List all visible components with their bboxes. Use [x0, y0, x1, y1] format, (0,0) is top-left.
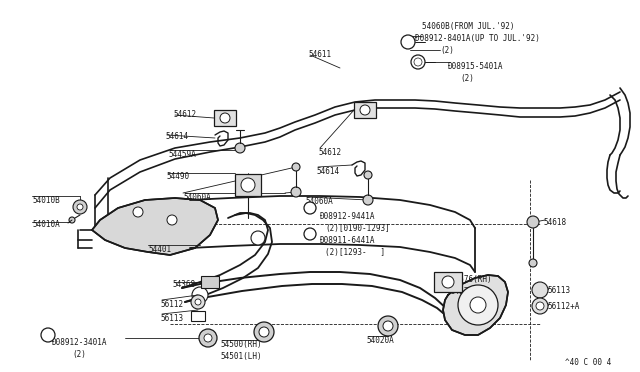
Text: 56113: 56113: [160, 314, 183, 323]
Text: 54010B: 54010B: [32, 196, 60, 205]
Circle shape: [470, 297, 486, 313]
Text: (2): (2): [440, 46, 454, 55]
Circle shape: [529, 259, 537, 267]
Circle shape: [254, 322, 274, 342]
Circle shape: [204, 334, 212, 342]
Circle shape: [251, 231, 265, 245]
Text: (2): (2): [72, 350, 86, 359]
Text: 56113: 56113: [547, 286, 570, 295]
Circle shape: [195, 299, 201, 305]
Circle shape: [304, 228, 316, 240]
Circle shape: [532, 298, 548, 314]
Text: 54576(RH): 54576(RH): [450, 275, 492, 284]
Circle shape: [360, 105, 370, 115]
Circle shape: [77, 204, 83, 210]
Text: 54614: 54614: [165, 132, 188, 141]
Circle shape: [292, 163, 300, 171]
Circle shape: [364, 171, 372, 179]
Text: (2)[1293-   ]: (2)[1293- ]: [325, 248, 385, 257]
Text: Ð08915-5401A: Ð08915-5401A: [448, 62, 504, 71]
Text: 56112+A: 56112+A: [547, 302, 579, 311]
Text: (2): (2): [460, 74, 474, 83]
Text: ^40 C 00 4: ^40 C 00 4: [565, 358, 611, 367]
Text: Ð08911-6441A: Ð08911-6441A: [320, 236, 376, 245]
Text: 54010A: 54010A: [32, 220, 60, 229]
Text: 54500(RH): 54500(RH): [220, 340, 262, 349]
Text: N: N: [45, 333, 51, 337]
Text: N: N: [405, 39, 411, 45]
Text: 54501(LH): 54501(LH): [220, 352, 262, 361]
Text: 54611: 54611: [308, 50, 331, 59]
Text: 54060A: 54060A: [305, 197, 333, 206]
Text: Ð08912-8401A(UP TO JUL.'92): Ð08912-8401A(UP TO JUL.'92): [415, 34, 540, 43]
Text: N: N: [307, 231, 313, 237]
Text: 56112: 56112: [160, 300, 183, 309]
Bar: [354, 102, 376, 118]
Circle shape: [458, 285, 498, 325]
Circle shape: [41, 328, 55, 342]
Circle shape: [235, 143, 245, 153]
Text: 54612: 54612: [173, 110, 196, 119]
Circle shape: [291, 187, 301, 197]
Text: 54614: 54614: [316, 167, 339, 176]
Text: 54060A: 54060A: [183, 193, 211, 202]
Text: (2)[0190-1293]: (2)[0190-1293]: [325, 224, 390, 233]
Circle shape: [411, 55, 425, 69]
Circle shape: [192, 287, 208, 303]
Circle shape: [73, 200, 87, 214]
Text: 54577(LH): 54577(LH): [450, 287, 492, 296]
Circle shape: [536, 302, 544, 310]
Text: 54618: 54618: [543, 218, 566, 227]
Circle shape: [304, 202, 316, 214]
Circle shape: [414, 58, 422, 66]
Circle shape: [133, 207, 143, 217]
Bar: [191, 311, 205, 321]
Text: 54490: 54490: [166, 172, 189, 181]
Text: N: N: [307, 205, 313, 211]
Bar: [214, 110, 236, 126]
Text: 54401: 54401: [148, 245, 171, 254]
Circle shape: [241, 178, 255, 192]
Text: 54368: 54368: [172, 280, 195, 289]
Text: 54612: 54612: [318, 148, 341, 157]
Circle shape: [383, 321, 393, 331]
Circle shape: [199, 329, 217, 347]
Circle shape: [378, 316, 398, 336]
Circle shape: [259, 327, 269, 337]
Circle shape: [442, 276, 454, 288]
Circle shape: [532, 282, 548, 298]
Bar: [201, 276, 219, 288]
Text: Ð08912-3401A: Ð08912-3401A: [52, 338, 108, 347]
Circle shape: [69, 217, 75, 223]
Circle shape: [220, 113, 230, 123]
Circle shape: [167, 215, 177, 225]
Bar: [235, 174, 261, 196]
Text: 54459A: 54459A: [168, 150, 196, 159]
Circle shape: [191, 295, 205, 309]
Text: 54060B(FROM JUL.'92): 54060B(FROM JUL.'92): [422, 22, 515, 31]
Text: W: W: [415, 60, 420, 64]
Polygon shape: [443, 275, 508, 335]
Polygon shape: [92, 198, 218, 255]
Circle shape: [401, 35, 415, 49]
Circle shape: [363, 195, 373, 205]
Circle shape: [527, 216, 539, 228]
Text: Ð08912-9441A: Ð08912-9441A: [320, 212, 376, 221]
Text: 54020A: 54020A: [366, 336, 394, 345]
Bar: [434, 272, 462, 292]
